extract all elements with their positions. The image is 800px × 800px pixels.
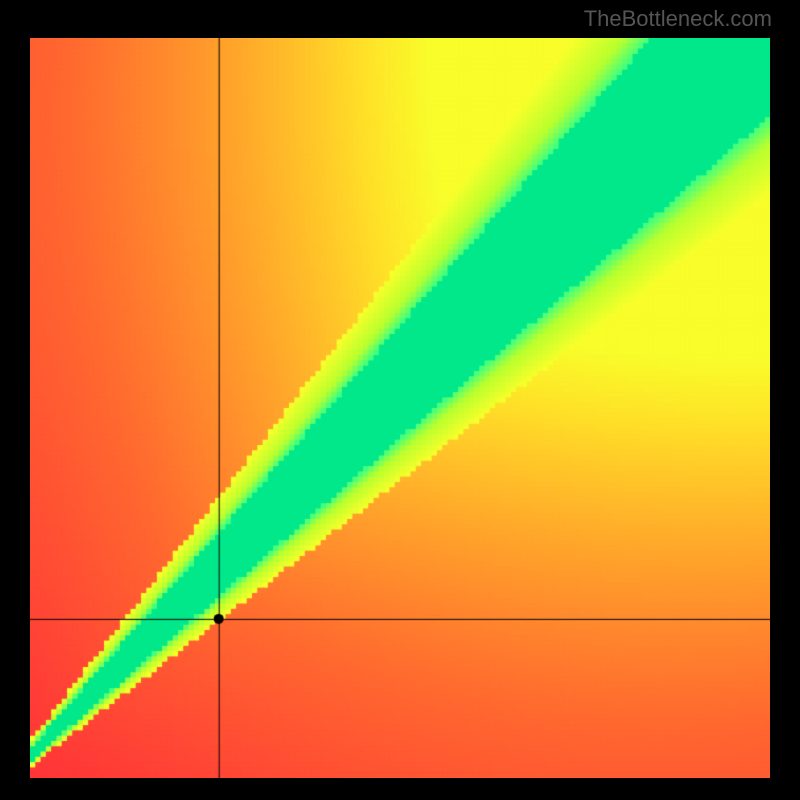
watermark-text: TheBottleneck.com (584, 6, 772, 32)
bottleneck-heatmap (30, 38, 770, 778)
